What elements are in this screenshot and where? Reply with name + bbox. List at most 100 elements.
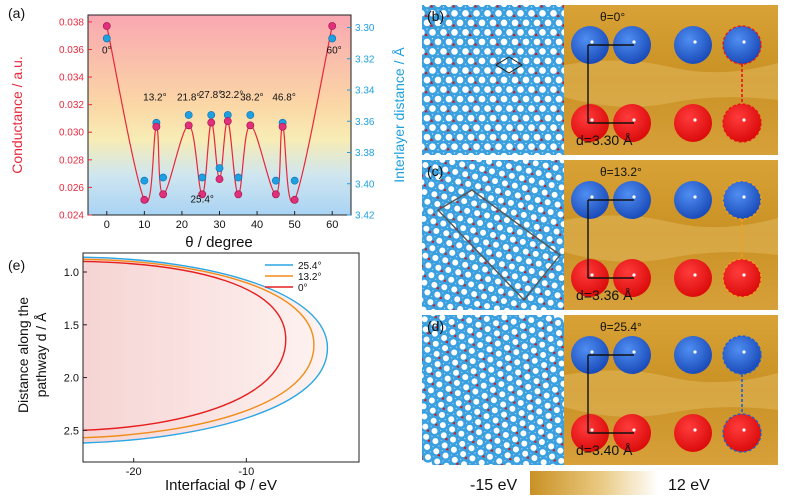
lattice-ring <box>495 285 507 297</box>
atom-highlight <box>742 428 746 432</box>
lattice-atom <box>535 309 541 310</box>
lattice-atom <box>405 390 411 396</box>
lattice-ring <box>473 160 485 165</box>
lattice-ring <box>518 209 530 221</box>
lattice-ring <box>458 458 470 465</box>
lattice-ring <box>511 454 523 465</box>
lattice-ring <box>438 190 450 203</box>
lattice-ring <box>429 328 441 340</box>
lattice-ring <box>392 408 403 419</box>
y-tick-label: 1.0 <box>64 267 79 279</box>
lattice-ring <box>529 462 541 465</box>
lattice-ring <box>384 251 394 261</box>
lattice-ring <box>465 35 477 48</box>
lattice-ring <box>437 102 450 115</box>
legend-label: 13.2° <box>298 272 321 283</box>
lattice-ring <box>476 150 488 155</box>
lattice-ring <box>378 0 387 8</box>
lattice-ring <box>422 64 428 77</box>
lattice-ring <box>408 212 418 222</box>
lattice-ring <box>379 295 389 305</box>
lattice-ring <box>501 449 514 461</box>
lattice-ring <box>447 336 459 348</box>
lattice-ring <box>499 321 511 334</box>
lattice-ring <box>525 64 538 77</box>
lattice-ring <box>476 74 488 86</box>
lattice-ring <box>470 121 483 134</box>
lattice-ring <box>547 461 559 465</box>
lattice-ring <box>448 83 461 96</box>
lattice-atom <box>400 436 406 442</box>
atom-highlight <box>632 428 636 432</box>
lattice-ring <box>401 219 411 229</box>
lattice-ring <box>500 332 512 344</box>
lattice-atom <box>411 235 416 240</box>
lattice-ring <box>454 35 466 48</box>
lattice-ring <box>459 371 471 383</box>
lattice-ring <box>422 45 428 58</box>
lattice-ring <box>468 365 480 377</box>
lattice-ring <box>437 26 450 39</box>
lattice-ring <box>445 315 457 318</box>
lattice-ring <box>458 286 470 298</box>
lattice-ring <box>517 427 529 439</box>
lattice-ring <box>528 211 540 223</box>
lattice-ring <box>481 420 493 432</box>
lattice-ring <box>522 381 534 393</box>
lattice-ring <box>520 35 532 48</box>
lattice-ring <box>402 325 413 336</box>
lattice-ring <box>462 178 474 190</box>
lattice-ring <box>483 160 495 168</box>
lattice-ring <box>552 199 564 211</box>
conductance-point <box>271 190 280 199</box>
lattice-ring <box>535 328 547 341</box>
lattice-atom <box>408 138 412 142</box>
y-left-tick-label: 0.024 <box>59 211 84 222</box>
potential-band <box>564 215 778 262</box>
lattice-ring <box>510 443 522 456</box>
lattice-ring <box>531 131 543 144</box>
lattice-atom <box>529 496 535 500</box>
lattice-ring <box>443 112 455 125</box>
lattice-ring <box>529 355 541 367</box>
atom-highlight <box>693 350 697 354</box>
lattice-ring <box>531 55 543 67</box>
lattice-ring <box>551 225 563 238</box>
lattice-ring <box>481 83 494 96</box>
y-left-tick-label: 0.034 <box>59 73 84 84</box>
highlighted-atom-top <box>722 25 762 65</box>
lattice-ring <box>475 190 487 202</box>
lattice-ring <box>487 16 499 29</box>
lattice-ring <box>481 102 494 115</box>
lattice-ring <box>511 216 523 228</box>
lattice-ring <box>426 140 439 153</box>
lattice-ring <box>445 316 458 328</box>
lattice-ring <box>422 431 432 443</box>
lattice-ring <box>532 395 544 407</box>
y-left-tick-label: 0.038 <box>59 17 84 28</box>
lattice-ring <box>449 357 461 369</box>
lattice-ring <box>428 425 441 437</box>
lattice-ring <box>481 64 494 77</box>
lattice-grid <box>378 0 564 155</box>
angle-annotation: 46.8° <box>272 93 295 104</box>
lattice-ring <box>422 16 433 29</box>
twist-angle-label: θ=25.4° <box>600 320 642 334</box>
atom-highlight <box>693 428 697 432</box>
lattice-ring <box>489 315 501 319</box>
lattice-ring <box>459 64 472 77</box>
lattice-ring <box>436 409 448 421</box>
plot-e-legend: 25.4°13.2°0° <box>265 261 321 294</box>
lattice-ring <box>446 247 458 259</box>
lattice-ring <box>376 430 387 441</box>
lattice-ring <box>536 102 549 115</box>
potential-fill <box>83 257 328 443</box>
lattice-ring <box>493 358 506 370</box>
lattice-ring <box>536 436 548 448</box>
conductance-point <box>159 190 168 199</box>
lattice-ring <box>517 320 529 332</box>
lattice-ring <box>428 415 440 427</box>
lattice-ring <box>454 16 466 29</box>
lattice-ring <box>400 37 409 46</box>
lattice-ring <box>432 171 444 183</box>
